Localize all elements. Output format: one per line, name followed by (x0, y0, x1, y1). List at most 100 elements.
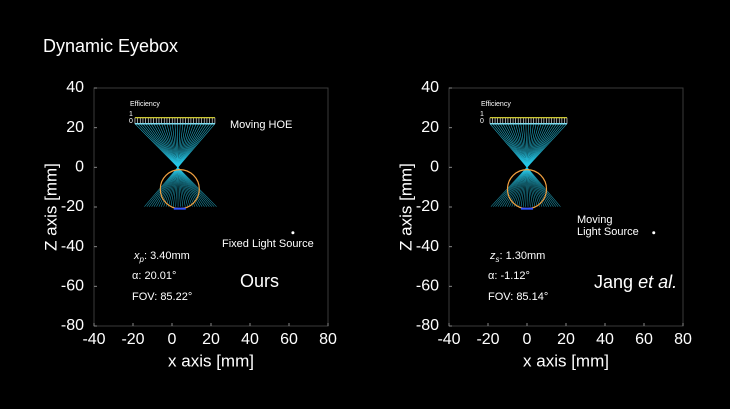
ray (499, 167, 528, 207)
y-tick-label: -80 (61, 317, 84, 334)
ray (177, 167, 181, 207)
efficiency-label: Efficiency (130, 101, 160, 108)
x-tick-label: -40 (82, 331, 105, 348)
y-tick-label: -20 (416, 198, 439, 215)
ray (526, 167, 540, 207)
ray (177, 167, 188, 207)
ray (526, 123, 560, 168)
ray (526, 123, 547, 168)
ray (177, 123, 216, 168)
ray (494, 123, 528, 168)
y-axis-label: Z axis [mm] (41, 163, 60, 251)
x-tick-label: 60 (280, 331, 298, 348)
ray (525, 167, 528, 207)
slide-title: Dynamic Eyebox (43, 36, 178, 56)
alpha: α: 20.01° (132, 270, 176, 282)
x-tick-label: 0 (523, 331, 532, 348)
parameter-subscript: p (139, 255, 145, 264)
source-label: Light Source (577, 226, 639, 238)
efficiency-label: Efficiency (481, 101, 511, 108)
ray (523, 123, 528, 168)
ray (163, 167, 179, 207)
ray (166, 123, 179, 168)
ray (177, 167, 186, 207)
ray (156, 167, 179, 207)
ray (175, 167, 179, 207)
alpha: α: -1.12° (488, 270, 530, 282)
ray (526, 123, 537, 168)
ray (526, 167, 557, 207)
ray (513, 167, 528, 207)
efficiency-tick-label: 1 (480, 111, 484, 118)
ray (158, 123, 179, 168)
efficiency-tick-label: 0 (129, 118, 133, 125)
ray (177, 123, 197, 168)
ray (158, 167, 179, 207)
ray (497, 167, 528, 207)
x-tick-label: -20 (121, 331, 144, 348)
ray (518, 167, 528, 207)
ray (144, 167, 179, 207)
ray (526, 167, 552, 207)
ray (526, 167, 536, 207)
ray (177, 123, 192, 168)
ray (509, 167, 528, 207)
y-tick-label: 0 (430, 159, 439, 176)
ray (526, 167, 543, 207)
ray (151, 167, 179, 207)
ray (526, 123, 545, 168)
hoe-label: Moving HOE (230, 119, 292, 131)
method-label: Jang et al. (594, 272, 677, 292)
parameter-symbol: z (489, 250, 496, 262)
ray (177, 123, 202, 168)
ray (153, 123, 179, 168)
ray (526, 167, 538, 207)
y-tick-label: -20 (61, 198, 84, 215)
ray (526, 123, 550, 168)
ray (526, 123, 532, 168)
ray (526, 123, 529, 168)
method-name-italic: et al. (638, 272, 677, 292)
ray (169, 123, 179, 168)
y-axis-label: Z axis [mm] (396, 163, 415, 251)
parameter-subscript: s (496, 255, 500, 264)
ray (526, 167, 533, 207)
x-axis-label: x axis [mm] (523, 351, 609, 370)
ray (177, 167, 198, 207)
ray (512, 123, 528, 168)
ray (507, 123, 528, 168)
x-tick-label: 40 (241, 331, 259, 348)
ray (526, 123, 555, 168)
ray (146, 167, 179, 207)
ray (177, 167, 205, 207)
ray (499, 123, 528, 168)
parameter: zs: 1.30mm (489, 250, 545, 264)
light-source (652, 231, 656, 235)
ray (148, 123, 179, 168)
ray (177, 123, 205, 168)
ray (526, 123, 534, 168)
ray (156, 123, 179, 168)
ray (526, 123, 557, 168)
ray (526, 123, 565, 168)
ray (148, 167, 179, 207)
ray (177, 167, 193, 207)
ray (134, 123, 179, 168)
ray (177, 123, 194, 168)
ray (142, 123, 179, 168)
ray (177, 123, 210, 168)
ray (177, 123, 184, 168)
parameter-value: : 3.40mm (144, 250, 190, 262)
ray (526, 167, 561, 207)
source-label: Fixed Light Source (222, 238, 314, 250)
ray (177, 167, 212, 207)
ray (140, 123, 179, 168)
ray (525, 123, 528, 168)
method-name: Jang (594, 272, 633, 292)
ray (489, 123, 528, 168)
ray (526, 123, 552, 168)
ray (526, 167, 529, 207)
y-tick-label: 40 (421, 79, 439, 96)
ray (163, 123, 179, 168)
x-tick-label: 80 (319, 331, 337, 348)
